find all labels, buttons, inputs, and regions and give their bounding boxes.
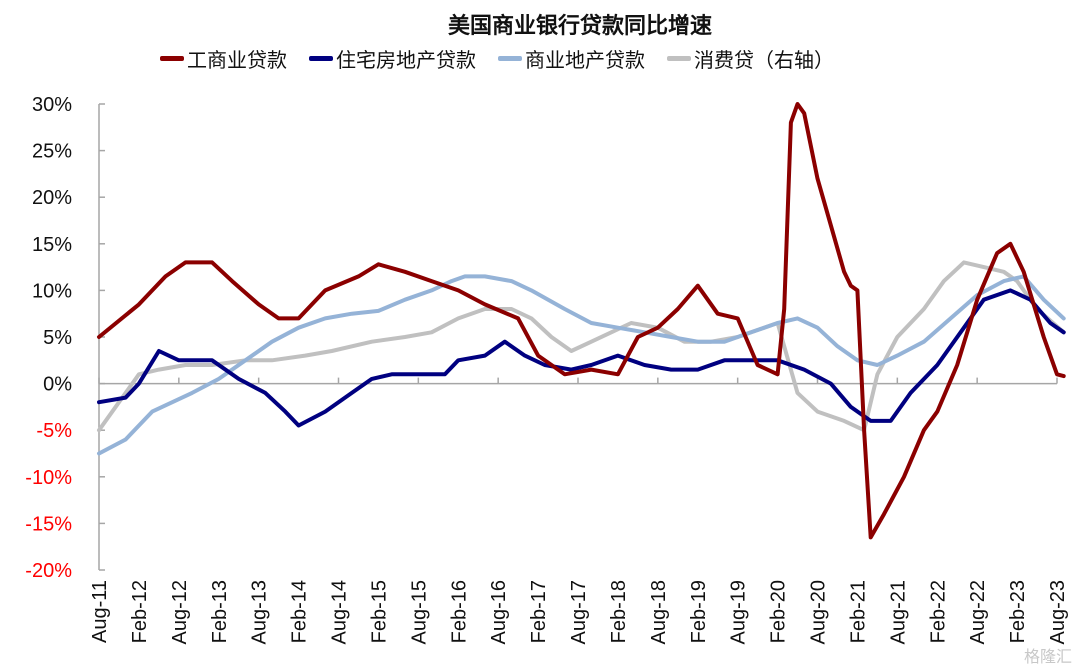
x-tick-label: Aug-22 <box>967 580 989 645</box>
legend-swatch <box>160 56 184 61</box>
y-tick-label: 20% <box>32 187 72 209</box>
series-line-0 <box>97 102 1066 540</box>
x-tick-label: Aug-18 <box>648 580 670 645</box>
chart-title: 美国商业银行贷款同比增速 <box>447 14 712 39</box>
x-tick-label: Feb-22 <box>927 580 949 643</box>
legend-item: 工商业贷款 <box>160 44 287 73</box>
legend-swatch <box>498 56 522 61</box>
legend-label: 消费贷（右轴） <box>694 48 834 72</box>
x-tick-label: Aug-23 <box>1047 580 1069 645</box>
legend-label: 商业地产贷款 <box>525 48 645 72</box>
x-tick-label: Aug-17 <box>568 580 590 645</box>
legend-swatch <box>667 56 691 61</box>
x-tick-label: Feb-15 <box>368 580 390 643</box>
legend-item: 商业地产贷款 <box>498 44 645 73</box>
x-tick-label: Aug-21 <box>887 580 909 645</box>
x-tick-label: Feb-13 <box>209 580 231 643</box>
legend-item: 消费贷（右轴） <box>667 44 834 73</box>
y-tick-label: -10% <box>25 467 72 489</box>
x-tick-label: Feb-12 <box>129 580 151 643</box>
x-tick-label: Aug-13 <box>249 580 271 645</box>
y-tick-label: 5% <box>43 327 72 349</box>
series-line-1 <box>97 288 1066 428</box>
x-tick-label: Aug-16 <box>488 580 510 645</box>
x-tick-label: Feb-18 <box>608 580 630 643</box>
series-line-3 <box>97 260 1066 433</box>
legend-swatch <box>309 56 333 61</box>
x-tick-label: Feb-16 <box>448 580 470 643</box>
legend-item: 住宅房地产贷款 <box>309 44 476 73</box>
x-tick-label: Aug-14 <box>329 580 351 645</box>
y-tick-label: 30% <box>32 94 72 116</box>
x-tick-label: Feb-21 <box>847 580 869 643</box>
y-tick-label: -20% <box>25 560 72 582</box>
y-tick-label: 15% <box>32 234 72 256</box>
x-tick-label: Aug-12 <box>169 580 191 645</box>
x-tick-label: Feb-23 <box>1007 580 1029 643</box>
y-tick-label: 25% <box>32 141 72 163</box>
y-tick-label: -15% <box>25 513 72 535</box>
y-tick-label: 0% <box>43 374 72 396</box>
legend-label: 工商业贷款 <box>187 48 287 72</box>
x-tick-label: Feb-14 <box>289 580 311 643</box>
x-tick-label: Aug-19 <box>728 580 750 645</box>
y-tick-label: -5% <box>36 420 72 442</box>
x-tick-label: Aug-20 <box>808 580 830 645</box>
y-tick-label: 10% <box>32 280 72 302</box>
x-tick-label: Aug-11 <box>89 580 111 643</box>
x-tick-label: Feb-19 <box>688 580 710 643</box>
x-tick-label: Feb-17 <box>528 580 550 643</box>
series-line-2 <box>97 274 1066 456</box>
watermark: 格隆汇 <box>1023 647 1072 666</box>
legend: 工商业贷款 住宅房地产贷款 商业地产贷款 消费贷（右轴） <box>160 44 834 73</box>
x-tick-label: Feb-20 <box>768 580 790 643</box>
legend-label: 住宅房地产贷款 <box>336 48 476 72</box>
x-tick-label: Aug-15 <box>408 580 430 645</box>
